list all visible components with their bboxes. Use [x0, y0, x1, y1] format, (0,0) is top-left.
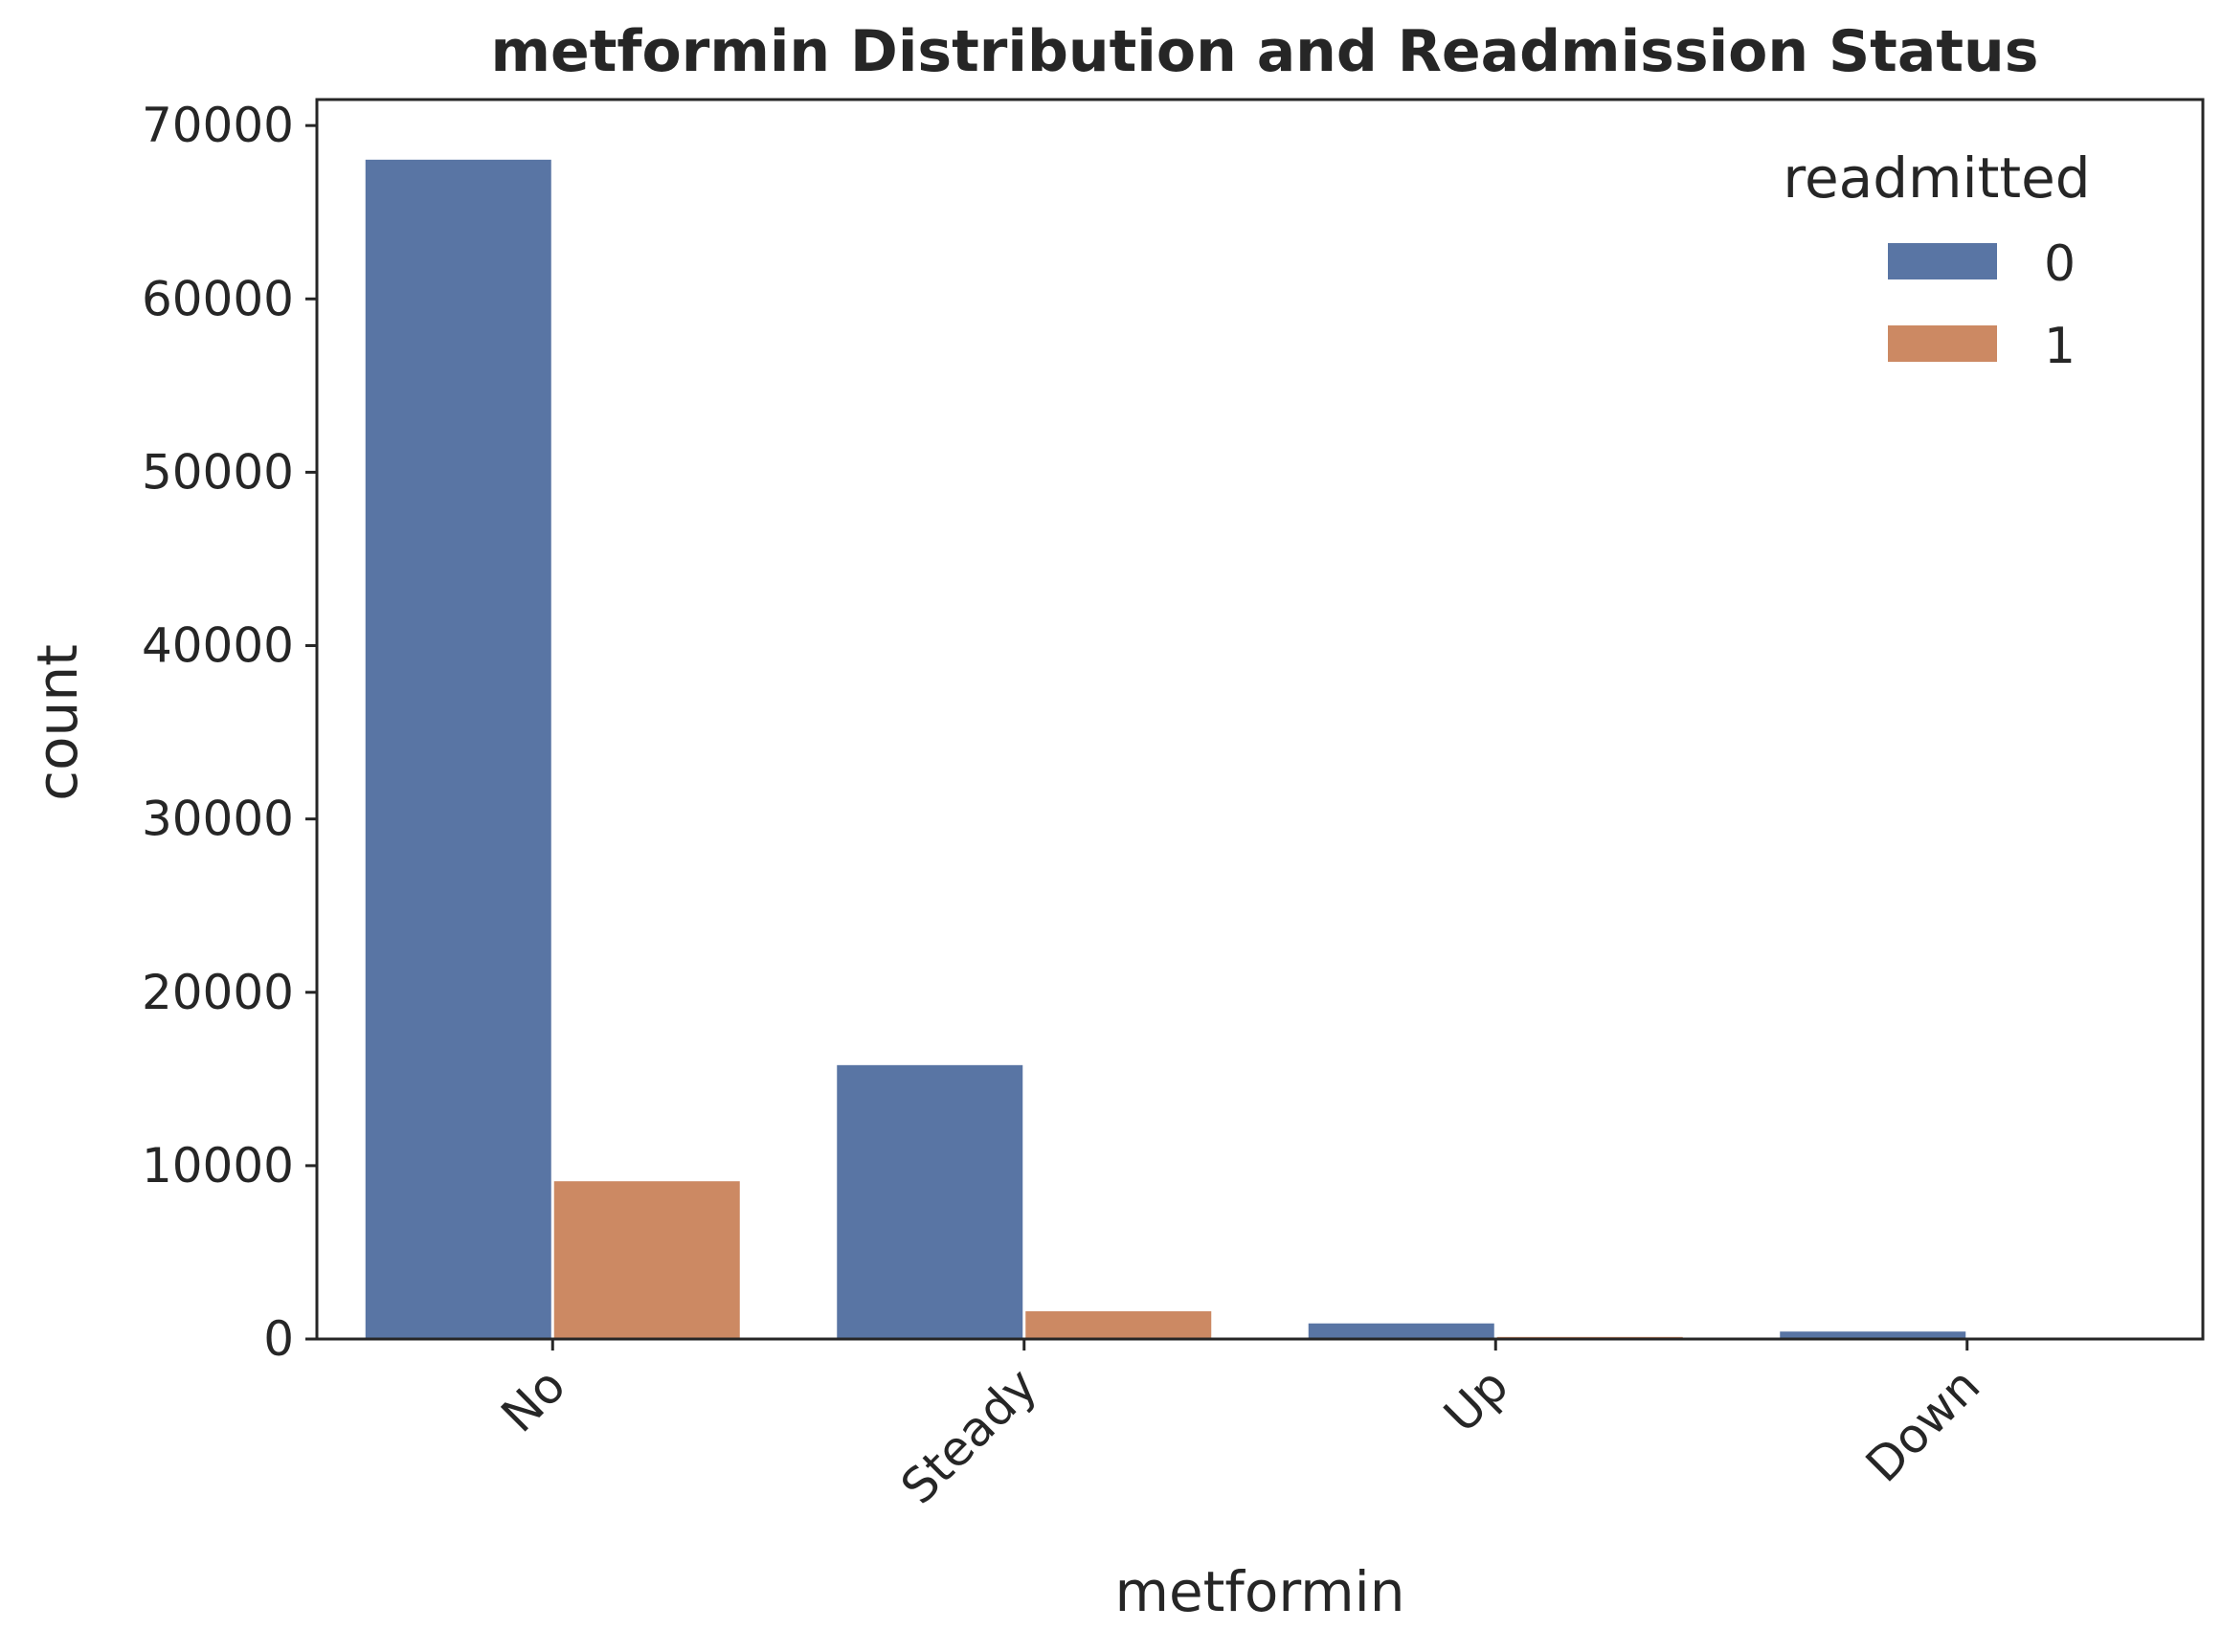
legend-swatch-1: [1888, 325, 1997, 362]
x-axis-ticks: No Steady Up Down: [491, 1339, 1990, 1515]
bar-up-readmitted-0: [1308, 1323, 1494, 1339]
bar-no-readmitted-0: [365, 159, 551, 1339]
y-tick-label: 60000: [142, 271, 294, 326]
x-tick-label-steady: Steady: [890, 1357, 1047, 1514]
bar-steady-readmitted-0: [837, 1064, 1023, 1339]
y-tick-label: 0: [263, 1311, 294, 1367]
y-tick-label: 50000: [142, 444, 294, 500]
plot-frame: [315, 98, 2205, 1341]
x-axis-label: metformin: [1114, 1559, 1404, 1624]
legend: readmitted 0 1: [1783, 145, 2090, 375]
y-tick-label: 70000: [142, 98, 294, 153]
bar-steady-readmitted-1: [1025, 1311, 1212, 1339]
legend-label-0: 0: [2044, 235, 2076, 293]
bar-no-readmitted-1: [553, 1181, 740, 1339]
x-tick-label-no: No: [491, 1357, 576, 1442]
bars-group: [365, 159, 2155, 1339]
chart-title: metformin Distribution and Readmission S…: [491, 18, 2039, 85]
y-axis-label: count: [25, 644, 90, 801]
y-axis-ticks: 0 10000 20000 30000 40000 50000 60000 70000: [142, 98, 317, 1367]
legend-label-1: 1: [2044, 318, 2076, 375]
y-tick-label: 20000: [142, 965, 294, 1020]
legend-swatch-0: [1888, 243, 1997, 279]
y-tick-label: 40000: [142, 618, 294, 674]
legend-title: readmitted: [1783, 145, 2090, 211]
x-tick-label-up: Up: [1433, 1357, 1518, 1442]
y-tick-label: 30000: [142, 792, 294, 847]
bar-down-readmitted-0: [1780, 1331, 1966, 1339]
y-tick-label: 10000: [142, 1138, 294, 1194]
x-tick-label-down: Down: [1855, 1357, 1990, 1492]
